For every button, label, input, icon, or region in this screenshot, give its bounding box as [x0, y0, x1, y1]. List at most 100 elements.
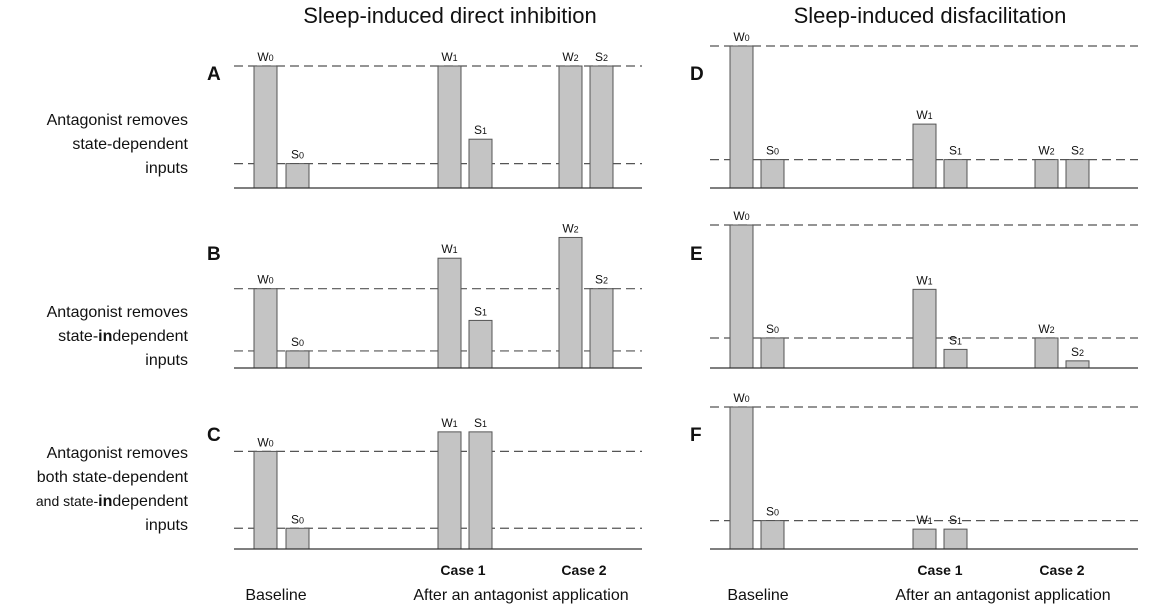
row-label-2: Antagonist removes state-independent inp…	[47, 304, 189, 369]
bar-label-e-w0: W0	[733, 209, 749, 223]
bar-label-c-s1: S1	[474, 416, 487, 430]
row1-line2: state-dependent	[72, 136, 188, 153]
bar-b-s2	[589, 288, 614, 369]
row2-line2: state-independent	[58, 328, 188, 345]
bar-d-s2	[1065, 159, 1090, 189]
bar-label-subscript: 1	[928, 516, 933, 526]
bar-label-letter: W	[916, 273, 928, 287]
bar-label-letter: S	[766, 144, 774, 158]
bar-e-s0	[760, 337, 785, 369]
bar-label-subscript: 1	[928, 276, 933, 286]
bar-b-w2	[558, 236, 583, 369]
bar-label-subscript: 1	[453, 419, 458, 429]
bar-label-subscript: 2	[1050, 147, 1055, 157]
bar-label-b-w0: W0	[257, 273, 273, 287]
bar-label-subscript: 2	[1079, 348, 1084, 358]
row3-line1: Antagonist removes	[47, 445, 188, 462]
bar-label-f-s1: S1	[949, 513, 962, 527]
case2-label-left: Case 2	[561, 562, 606, 578]
bar-label-b-w2: W2	[562, 221, 578, 235]
bar-label-letter: S	[474, 123, 482, 137]
row2-line2-b: in	[98, 328, 112, 345]
bar-label-letter: S	[474, 304, 482, 318]
bar-c-s1	[468, 431, 493, 550]
bar-label-e-s2: S2	[1071, 345, 1084, 359]
bar-label-a-s2: S2	[595, 50, 608, 64]
bar-label-subscript: 2	[1079, 147, 1084, 157]
bar-label-subscript: 1	[482, 307, 487, 317]
bar-label-letter: S	[1071, 144, 1079, 158]
bar-f-s0	[760, 520, 785, 550]
baseline-label-left: Baseline	[245, 587, 306, 604]
bar-label-f-w0: W0	[733, 391, 749, 405]
bar-label-letter: S	[949, 513, 957, 527]
case2-label-right: Case 2	[1039, 562, 1084, 578]
bar-label-letter: W	[733, 209, 745, 223]
bar-label-letter: W	[916, 513, 928, 527]
row2-line3: inputs	[145, 352, 188, 369]
bar-label-subscript: 0	[774, 508, 779, 518]
bar-label-subscript: 0	[269, 276, 274, 286]
bar-label-b-w1: W1	[441, 242, 457, 256]
row3-line3-c: dependent	[112, 493, 188, 510]
bar-f-w1	[912, 528, 937, 550]
bar-f-s1	[943, 528, 968, 550]
title-disfacilitation: Sleep-induced disfacilitation	[794, 3, 1067, 28]
bar-label-subscript: 1	[928, 111, 933, 121]
bar-label-c-w1: W1	[441, 416, 457, 430]
bar-label-subscript: 0	[299, 151, 304, 161]
bar-label-c-w0: W0	[257, 435, 273, 449]
row3-line3: and state-independent	[36, 493, 189, 510]
bar-label-e-w2: W2	[1038, 322, 1054, 336]
bar-label-letter: W	[1038, 144, 1050, 158]
case1-label-left: Case 1	[440, 562, 485, 578]
bar-label-d-s2: S2	[1071, 144, 1084, 158]
row3-line4: inputs	[145, 517, 188, 534]
bar-label-d-w1: W1	[916, 108, 932, 122]
bar-b-s1	[468, 319, 493, 369]
bar-label-a-w1: W1	[441, 50, 457, 64]
bar-label-f-s0: S0	[766, 505, 779, 519]
bar-label-d-w0: W0	[733, 30, 749, 44]
bar-e-s2	[1065, 360, 1090, 369]
bar-c-s0	[285, 527, 310, 550]
panel-letter-b: B	[207, 244, 221, 265]
bar-label-e-w1: W1	[916, 273, 932, 287]
bar-label-subscript: 0	[745, 33, 750, 43]
bar-label-subscript: 0	[269, 53, 274, 63]
bar-label-e-s1: S1	[949, 333, 962, 347]
bar-label-subscript: 0	[774, 147, 779, 157]
bar-label-e-s0: S0	[766, 322, 779, 336]
row-label-1: Antagonist removes state-dependent input…	[47, 112, 189, 177]
bar-label-letter: W	[441, 242, 453, 256]
bar-a-s1	[468, 138, 493, 189]
bar-a-w1	[437, 65, 462, 189]
bar-label-subscript: 1	[482, 126, 487, 136]
bar-label-letter: W	[916, 108, 928, 122]
bar-label-subscript: 2	[603, 53, 608, 63]
bar-label-c-s0: S0	[291, 512, 304, 526]
bar-label-a-w2: W2	[562, 50, 578, 64]
bar-a-s0	[285, 163, 310, 189]
row3-line3-b: in	[98, 493, 112, 510]
bar-label-subscript: 1	[453, 53, 458, 63]
panel-letter-c: C	[207, 425, 221, 446]
after-label-right: After an antagonist application	[895, 587, 1110, 604]
bar-d-w1	[912, 123, 937, 189]
row3-line2: both state-dependent	[37, 469, 189, 486]
bar-label-subscript: 1	[482, 419, 487, 429]
bar-a-w0	[253, 65, 278, 189]
bar-label-letter: S	[949, 333, 957, 347]
bar-label-subscript: 2	[574, 224, 579, 234]
row1-line1: Antagonist removes	[47, 112, 188, 129]
bar-label-letter: S	[474, 416, 482, 430]
bar-b-w0	[253, 288, 278, 369]
bar-label-letter: W	[562, 50, 574, 64]
bar-b-w1	[437, 257, 462, 369]
